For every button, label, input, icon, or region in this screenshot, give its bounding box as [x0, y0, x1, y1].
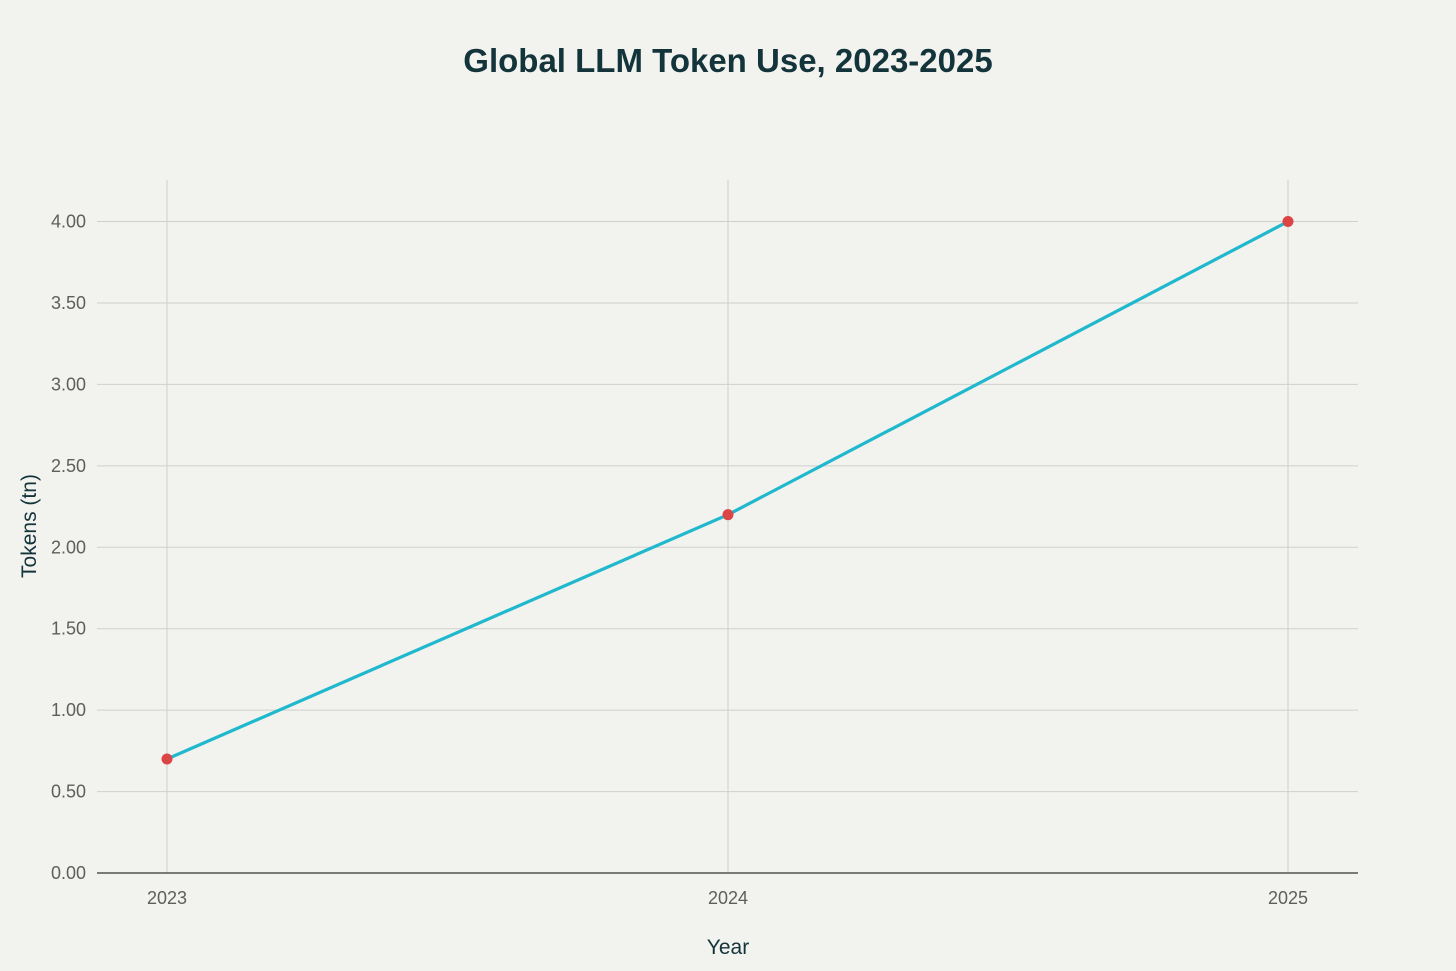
x-tick-label: 2023 — [147, 888, 187, 908]
grid — [97, 180, 1358, 873]
chart-title: Global LLM Token Use, 2023-2025 — [463, 42, 992, 79]
x-tick-label: 2024 — [708, 888, 748, 908]
y-tick-label: 3.50 — [51, 293, 86, 313]
y-axis-title: Tokens (tn) — [18, 474, 41, 578]
data-point — [161, 753, 173, 765]
data-point — [1282, 216, 1294, 227]
y-tick-label: 3.00 — [51, 374, 86, 394]
y-tick-label: 2.00 — [51, 537, 86, 557]
data-point — [722, 509, 734, 521]
markers — [161, 216, 1294, 765]
tick-labels: 0.00 0.50 1.00 1.50 2.00 2.50 3.00 3.50 4.00 2023… — [51, 212, 1308, 909]
y-tick-label: 1.50 — [51, 619, 86, 639]
y-tick-label: 0.50 — [51, 782, 86, 802]
y-tick-label: 4.00 — [51, 212, 86, 232]
x-tick-label: 2025 — [1268, 888, 1308, 908]
y-tick-label: 0.00 — [51, 863, 86, 883]
x-axis-title: Year — [707, 936, 749, 959]
y-tick-label: 2.50 — [51, 456, 86, 476]
y-tick-label: 1.00 — [51, 700, 86, 720]
